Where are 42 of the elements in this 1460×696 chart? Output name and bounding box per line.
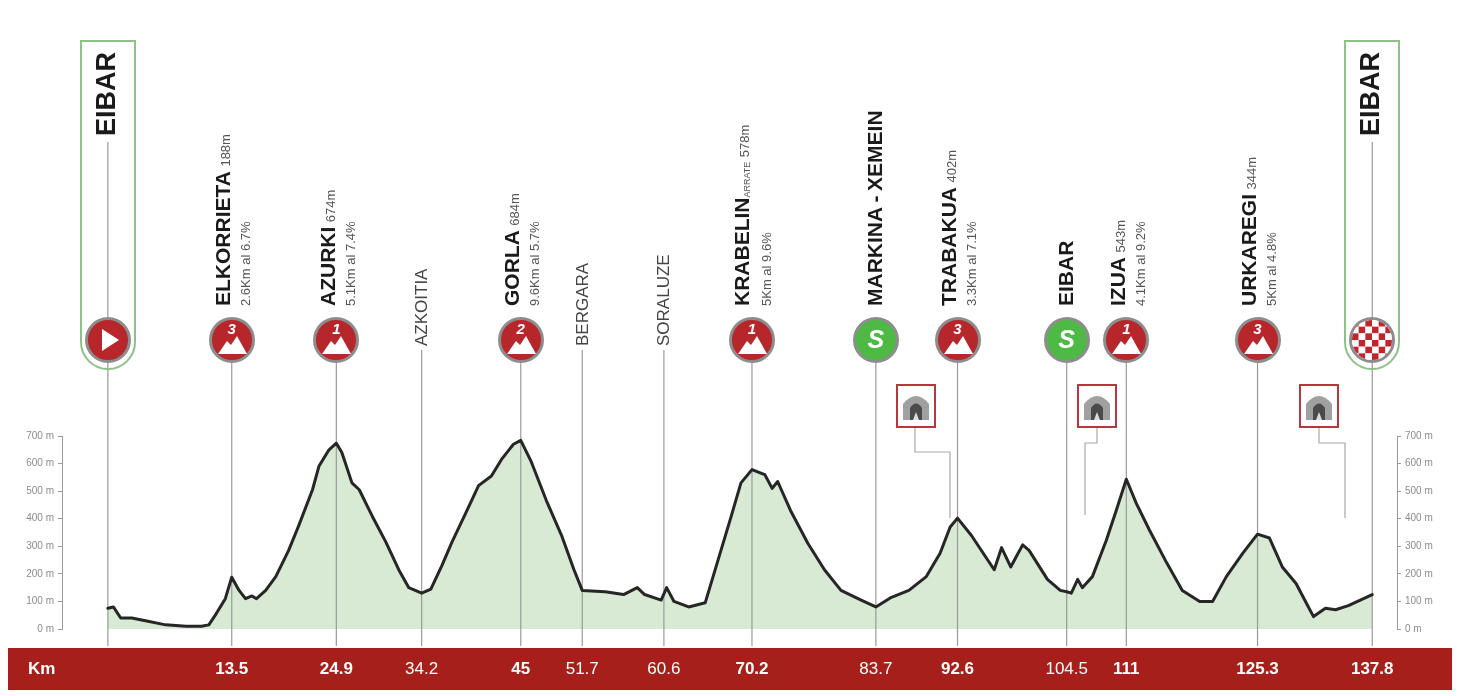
y-tick-label: 200 m	[26, 567, 54, 579]
y-tick-label: 600 m	[26, 457, 54, 469]
y2-tick-label: 400 m	[1405, 512, 1433, 524]
ref-line-label: S EIBAR	[1053, 240, 1079, 354]
ref-line-label: 1 AZURKI 674m 5.1Km al 7.4%	[314, 189, 359, 337]
ref-line-label: SORALUZE	[654, 254, 674, 346]
y2-tick-label: 500 m	[1405, 484, 1433, 496]
y2-tick-label: 700 m	[1405, 429, 1433, 441]
x-tick-label: 83.7	[859, 658, 893, 678]
y2-tick-label: 600 m	[1405, 457, 1433, 469]
text: 3 TRABAKUA 402m 3.3Km al 7.1%	[937, 150, 979, 337]
x-tick-label: 104.5	[1045, 658, 1088, 678]
x-tick-label: 125.3	[1236, 658, 1279, 678]
y-tick-label: 100 m	[26, 595, 54, 607]
ref-line-label: EIBAR	[90, 51, 121, 136]
x-tick-label: 60.6	[647, 658, 681, 678]
x-tick-label: 137.8	[1350, 658, 1394, 678]
y-tick-label: 500 m	[26, 484, 54, 496]
ref-line-label: AZKOITIA	[412, 268, 432, 346]
x-tick-label: 92.6	[940, 658, 975, 678]
y-tick-label: 300 m	[26, 540, 54, 552]
x-tick-label: 13.5	[215, 658, 249, 678]
y2-tick-label: 100 m	[1405, 595, 1433, 607]
y2-tick-label: 0 m	[1405, 622, 1422, 634]
ref-line-label: 2 GORLA 684m 9.6Km al 5.7%	[499, 193, 544, 337]
x-tick-label: 24.9	[319, 658, 353, 678]
y-tick-label: 400 m	[26, 512, 54, 524]
text: 3 ELKORRIETA 188m 2.6Km al 6.7%	[211, 134, 254, 337]
ref-line-label: S MARKINA - XEMEIN	[862, 110, 888, 354]
text: 3 URKAREGI 344m 5Km al 4.8%	[1237, 157, 1280, 337]
ref-line-label: BERGARA	[572, 262, 592, 346]
x-tick-label: 111	[1113, 658, 1140, 678]
x-tick-label: 70.2	[735, 658, 769, 678]
x-axis-title: Km	[28, 658, 56, 678]
x-tick-label: 34.2	[405, 658, 439, 678]
x-tick-label: 51.7	[565, 658, 599, 678]
x-tick-label: 45	[511, 658, 531, 678]
y2-tick-label: 200 m	[1405, 567, 1433, 579]
y-tick-label: 0 m	[37, 622, 54, 634]
y2-tick-label: 300 m	[1405, 540, 1433, 552]
y-tick-label: 700 m	[26, 429, 54, 441]
ref-line-label: EIBAR	[1355, 51, 1386, 136]
